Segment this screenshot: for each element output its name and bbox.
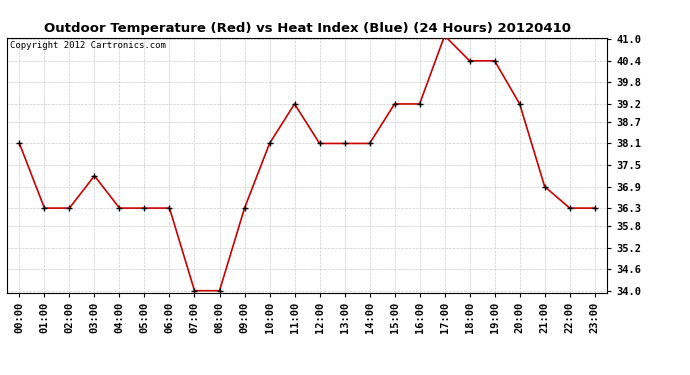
Text: Copyright 2012 Cartronics.com: Copyright 2012 Cartronics.com xyxy=(10,41,166,50)
Title: Outdoor Temperature (Red) vs Heat Index (Blue) (24 Hours) 20120410: Outdoor Temperature (Red) vs Heat Index … xyxy=(43,22,571,35)
